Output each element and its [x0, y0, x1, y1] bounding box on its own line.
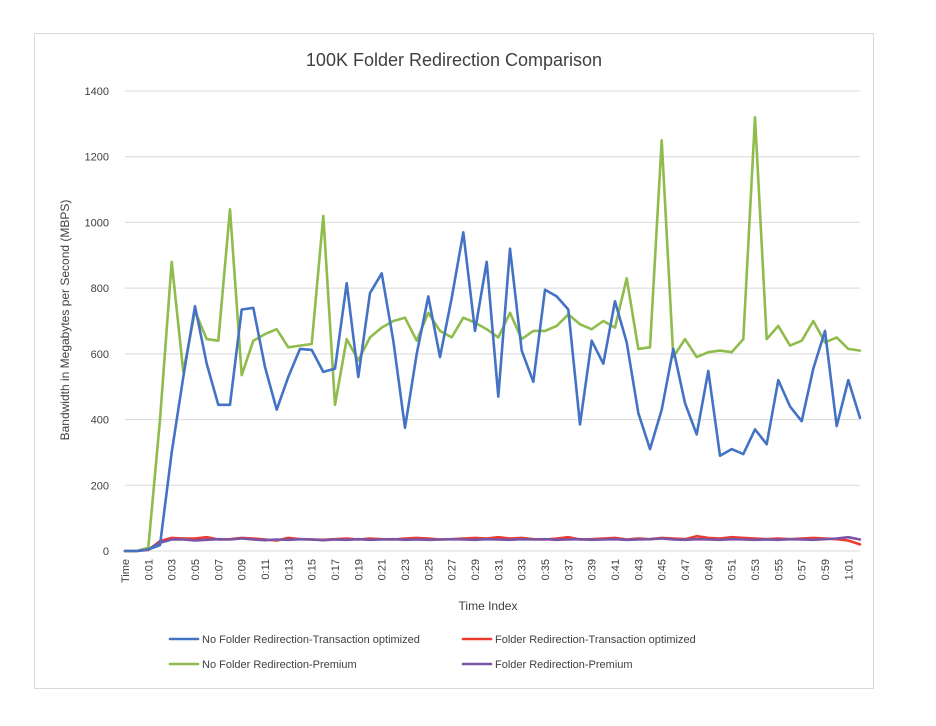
y-tick-label: 1400	[85, 86, 109, 98]
x-tick-label: 0:27	[447, 559, 459, 580]
x-tick-label: 0:05	[190, 559, 202, 580]
x-tick-label: 0:07	[213, 559, 225, 580]
y-tick-label: 1000	[85, 217, 109, 229]
chart-frame: 100K Folder Redirection Comparison 0 200 4…	[34, 33, 874, 689]
x-tick-label: 0:35	[540, 559, 552, 580]
legend-label: Folder Redirection-Transaction optimized	[495, 634, 696, 646]
x-tick-label: 0:19	[353, 559, 365, 580]
x-tick-label: 0:57	[797, 559, 809, 580]
series-line-0	[123, 231, 862, 553]
x-tick-label: 0:33	[517, 559, 529, 580]
gridlines	[125, 90, 860, 552]
x-tick-label: 0:01	[143, 559, 155, 580]
x-tick-label: 0:25	[423, 559, 435, 580]
series-line-3	[123, 535, 862, 553]
x-tick-label: 0:49	[703, 559, 715, 580]
legend: No Folder Redirection-Transaction optimi…	[168, 634, 696, 671]
y-tick-label: 600	[91, 349, 109, 361]
x-tick-label: 0:47	[680, 559, 692, 580]
x-tick-label: 0:41	[610, 559, 622, 580]
x-axis-label: Time Index	[459, 599, 518, 613]
legend-item: No Folder Redirection-Premium	[168, 659, 357, 671]
x-axis-ticks: Time 0:01 0:03 0:05 0:07 0:09 0:11 0:13 0:15 0:17…	[120, 559, 855, 583]
x-tick-label: 1:01	[843, 559, 855, 580]
y-axis-ticks: 0 200 400 600 800 1000 1200 1400	[85, 86, 109, 558]
x-tick-label: 0:17	[330, 559, 342, 580]
x-tick-label: 0:15	[307, 559, 319, 580]
legend-label: No Folder Redirection-Transaction optimi…	[202, 634, 420, 646]
x-tick-label: 0:03	[167, 559, 179, 580]
x-tick-label: 0:21	[377, 559, 389, 580]
legend-item: Folder Redirection-Transaction optimized	[461, 634, 696, 646]
y-tick-label: 1200	[85, 152, 109, 164]
line-chart: 100K Folder Redirection Comparison 0 200 4…	[58, 50, 862, 671]
legend-item: Folder Redirection-Premium	[461, 659, 633, 671]
x-tick-label: 0:53	[750, 559, 762, 580]
x-tick-label: 0:45	[657, 559, 669, 580]
x-tick-label: 0:59	[820, 559, 832, 580]
y-tick-label: 400	[91, 415, 109, 427]
chart-title: 100K Folder Redirection Comparison	[306, 50, 602, 70]
legend-item: No Folder Redirection-Transaction optimi…	[168, 634, 420, 646]
x-tick-label: 0:31	[493, 559, 505, 580]
y-tick-label: 800	[91, 283, 109, 295]
x-tick-label: Time	[120, 559, 132, 583]
x-tick-label: 0:55	[773, 559, 785, 580]
y-axis-label: Bandwidth in Megabytes per Second (MBPS)	[58, 200, 72, 441]
legend-label: Folder Redirection-Premium	[495, 659, 633, 671]
x-tick-label: 0:29	[470, 559, 482, 580]
legend-label: No Folder Redirection-Premium	[202, 659, 357, 671]
x-tick-label: 0:11	[260, 559, 272, 580]
x-tick-label: 0:23	[400, 559, 412, 580]
series-lines	[123, 116, 862, 553]
x-tick-label: 0:51	[727, 559, 739, 580]
x-tick-label: 0:43	[633, 559, 645, 580]
y-tick-label: 0	[103, 546, 109, 558]
x-tick-label: 0:13	[283, 559, 295, 580]
x-tick-label: 0:39	[587, 559, 599, 580]
x-tick-label: 0:09	[237, 559, 249, 580]
x-tick-label: 0:37	[563, 559, 575, 580]
y-tick-label: 200	[91, 480, 109, 492]
